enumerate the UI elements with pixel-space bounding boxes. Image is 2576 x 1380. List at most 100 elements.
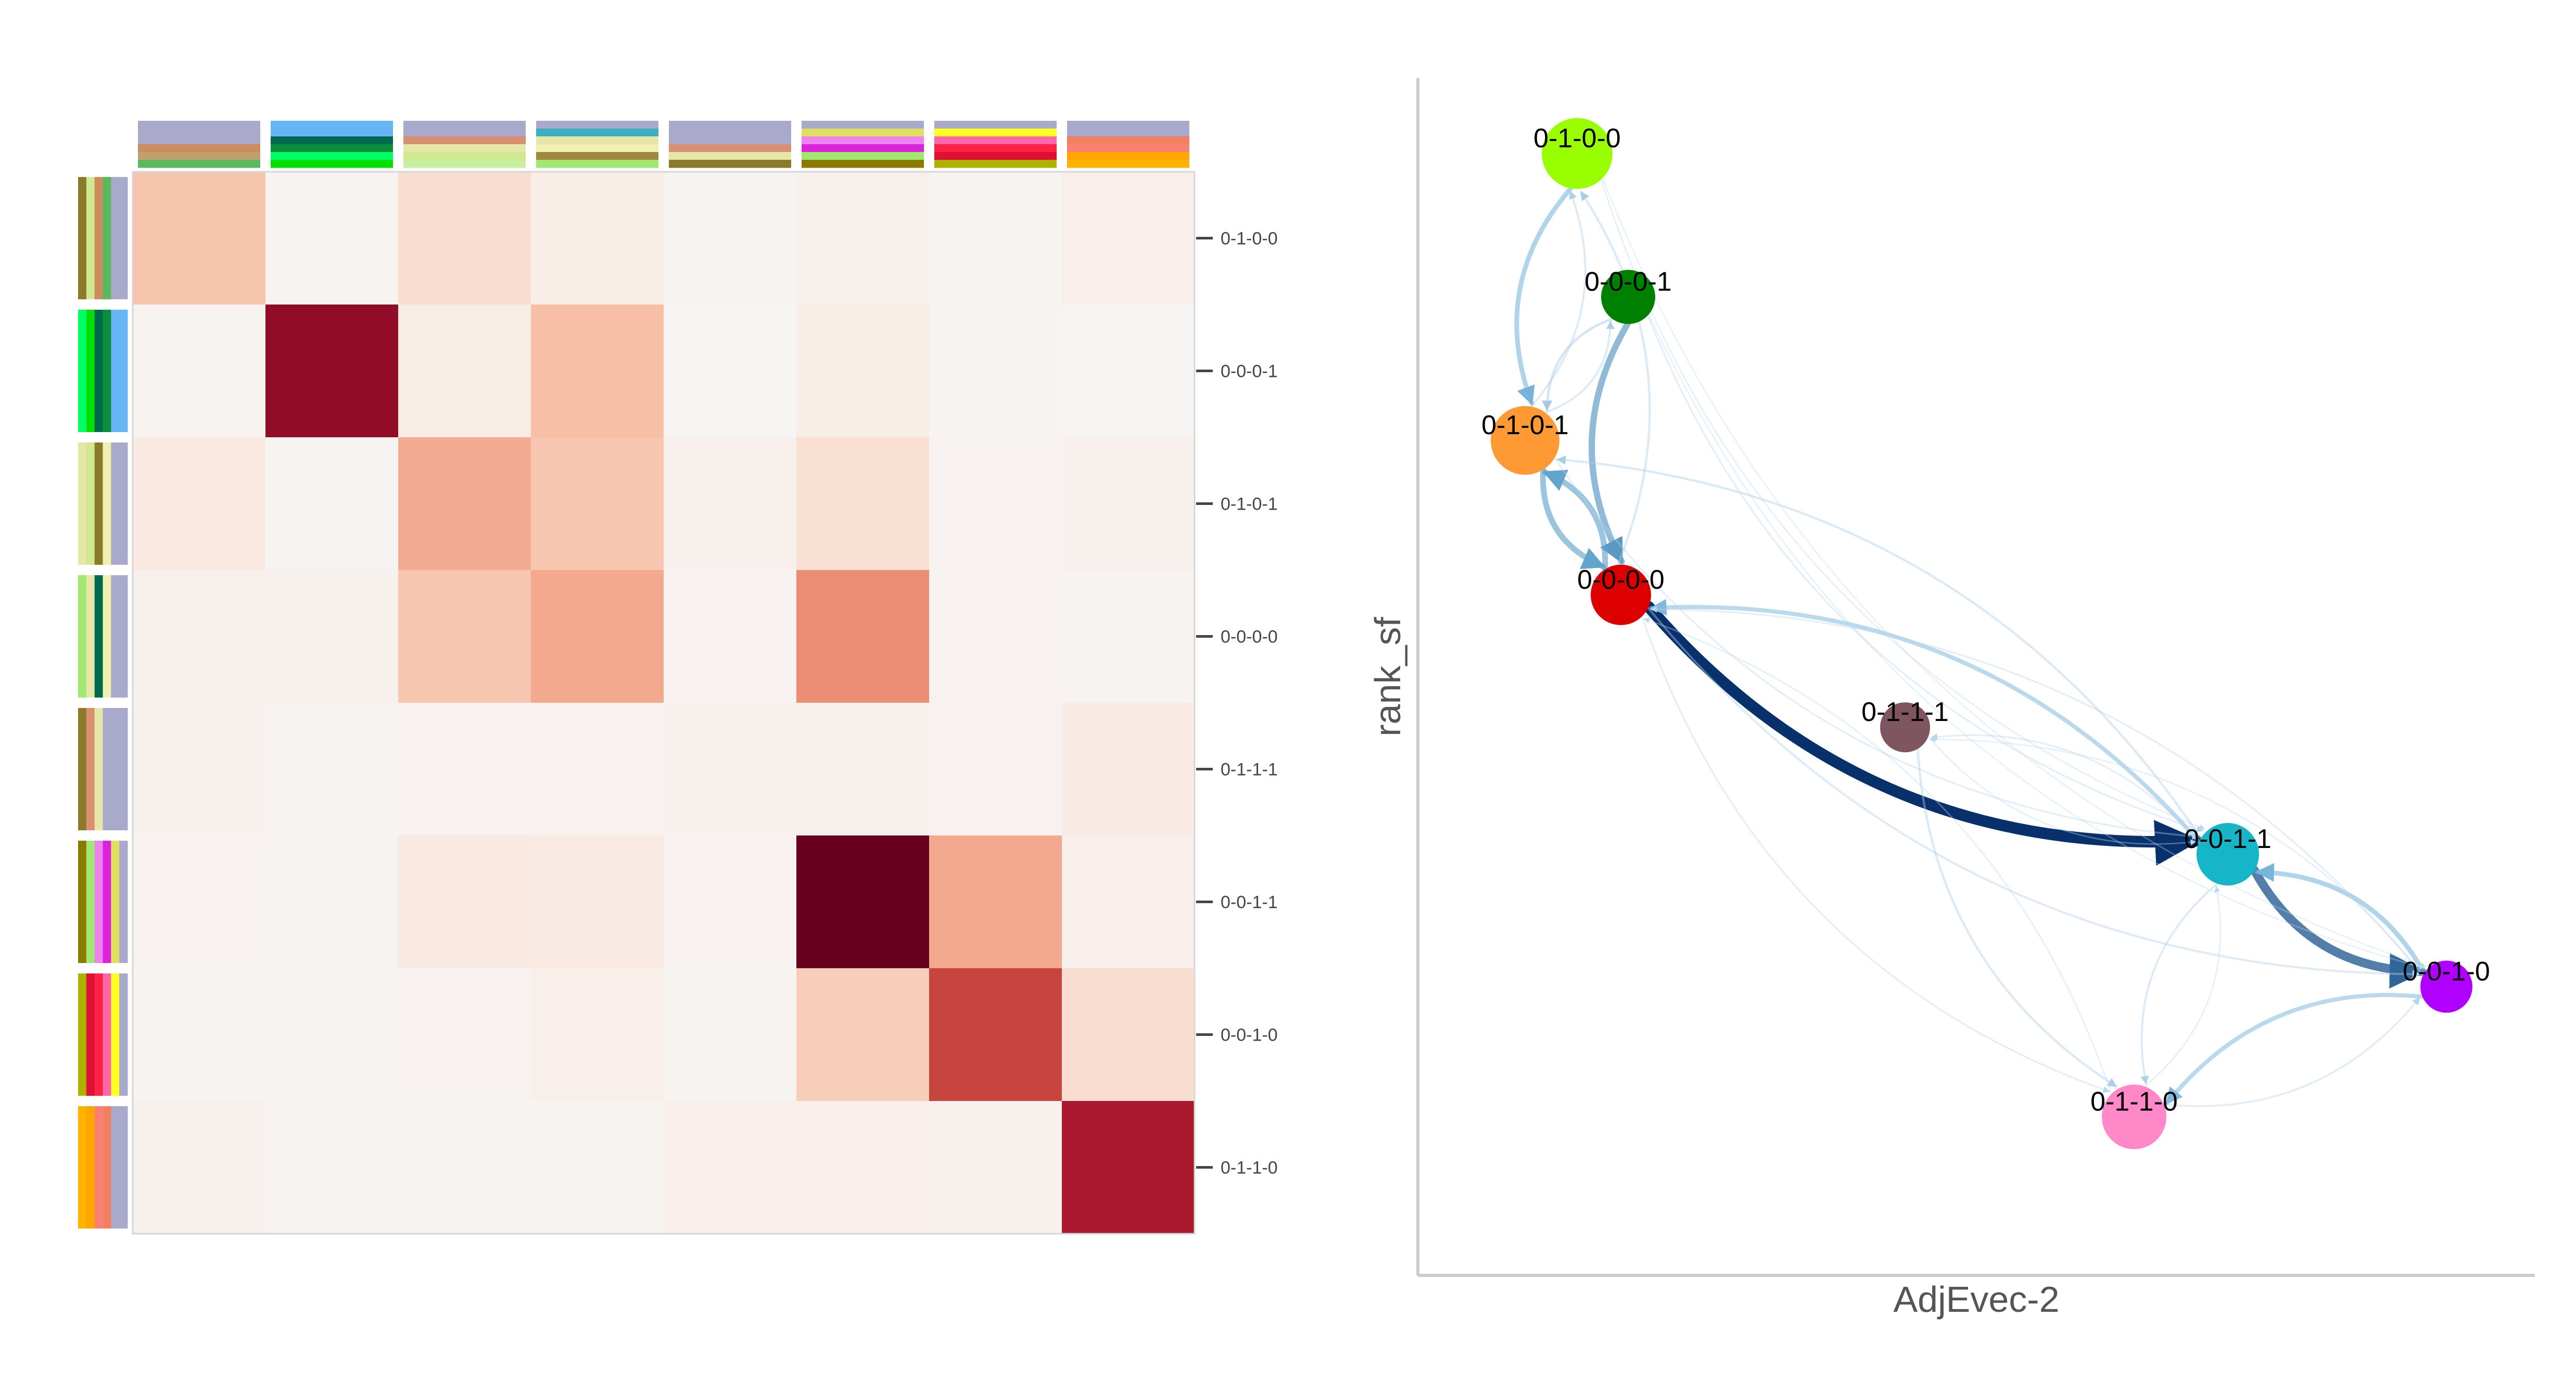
- heatmap-cell: [133, 172, 265, 305]
- network-y-axis-label: rank_sf: [1367, 617, 1408, 737]
- network-node-label: 0-0-0-0: [1577, 565, 1665, 595]
- heatmap-top-annotation-stripe: [138, 160, 260, 168]
- heatmap-row-label: 0-0-1-1: [1221, 893, 1278, 913]
- heatmap-top-annotation-stripe: [536, 121, 658, 129]
- heatmap-top-annotation-stripe: [934, 152, 1057, 160]
- heatmap-left-annotation-stripe: [119, 973, 128, 1096]
- network-edge: [1544, 320, 1615, 414]
- heatmap-left-annotation-stripe: [78, 708, 87, 830]
- heatmap-cell: [1062, 968, 1195, 1101]
- heatmap-cell: [531, 437, 664, 570]
- heatmap-top-annotation-stripe: [271, 152, 393, 160]
- heatmap-cell: [1062, 305, 1195, 437]
- heatmap-cell: [531, 703, 664, 835]
- heatmap-cell: [929, 1101, 1062, 1234]
- heatmap-top-annotation-bars: [138, 121, 1189, 168]
- heatmap-top-annotation-stripe: [934, 121, 1057, 129]
- network-node-label: 0-0-1-0: [2403, 956, 2490, 986]
- heatmap-top-annotation-stripe: [536, 152, 658, 160]
- heatmap-cell: [1062, 1101, 1195, 1234]
- heatmap-cell: [929, 570, 1062, 703]
- heatmap-cell: [796, 305, 929, 437]
- heatmap-frame: [132, 171, 1196, 1235]
- heatmap-cell: [531, 835, 664, 968]
- heatmap-cell: [398, 703, 531, 835]
- heatmap-cell: [1062, 835, 1195, 968]
- heatmap-cell: [398, 305, 531, 437]
- network-edge: [1542, 318, 1614, 412]
- heatmap-top-annotation-stripe: [403, 144, 526, 153]
- network-node: [1601, 270, 1655, 324]
- heatmap-left-annotation-stripe: [78, 177, 87, 299]
- heatmap-left-annotation-stripe: [111, 841, 120, 963]
- heatmap-top-annotation-stripe: [669, 129, 791, 137]
- heatmap-top-annotation-stripe: [138, 121, 260, 129]
- heatmap-left-annotation-stripe: [111, 442, 120, 565]
- heatmap-top-annotation-stripe: [536, 136, 658, 145]
- heatmap-top-annotation-stripe: [138, 136, 260, 145]
- heatmap-cell: [664, 703, 796, 835]
- network-edge: [2164, 993, 2425, 1106]
- heatmap-left-annotation-stripe: [94, 973, 103, 1096]
- heatmap-top-annotation-stripe: [669, 152, 791, 160]
- heatmap-row-label: 0-0-1-0: [1221, 1025, 1278, 1045]
- network-node-label: 0-0-0-1: [1584, 267, 1672, 297]
- heatmap-left-annotation-stripe: [111, 177, 120, 299]
- heatmap-cell: [265, 968, 398, 1101]
- network-edge: [1514, 186, 1573, 406]
- heatmap-top-annotation-stripe: [669, 144, 791, 153]
- heatmap-left-annotation-stripe: [119, 708, 128, 830]
- heatmap-left-annotation-stripe: [103, 841, 111, 963]
- heatmap-row-ticks: 0-1-0-0 0-0-0-1 0-1-0-1 0-0-0-0 0-1-1-1 0-0-1…: [1196, 229, 1278, 1178]
- heatmap-left-annotation-stripe: [78, 310, 87, 432]
- heatmap-left-annotation-stripe: [86, 177, 95, 299]
- heatmap-cell: [265, 437, 398, 570]
- heatmap-left-annotation-stripe: [94, 177, 103, 299]
- heatmap-top-annotation-stripe: [802, 152, 924, 160]
- heatmap-cell: [664, 835, 796, 968]
- heatmap-top-annotation-stripe: [1067, 160, 1189, 168]
- heatmap-cell: [133, 305, 265, 437]
- network-edge: [1930, 733, 2200, 844]
- heatmap-cell: [929, 968, 1062, 1101]
- heatmap-top-annotation-stripe: [934, 160, 1057, 168]
- heatmap-top-annotation-stripe: [403, 121, 526, 129]
- heatmap-cell: [796, 172, 929, 305]
- heatmap-top-annotation-stripe: [934, 129, 1057, 137]
- heatmap-top-annotation-stripe: [1067, 121, 1189, 129]
- heatmap-top-annotation-stripe: [669, 136, 791, 145]
- heatmap-top-annotation-stripe: [271, 129, 393, 137]
- heatmap-row-label: 0-1-1-1: [1221, 760, 1278, 780]
- network-edge: [1917, 748, 2117, 1088]
- network-edge: [1641, 615, 2110, 1093]
- heatmap-cell: [398, 835, 531, 968]
- network-edge: [1554, 457, 2199, 840]
- heatmap-left-annotation-stripe: [111, 1106, 120, 1229]
- heatmap-cell: [664, 570, 796, 703]
- heatmap-left-annotation-stripe: [78, 442, 87, 565]
- heatmap-top-annotation-stripe: [403, 136, 526, 145]
- heatmap-left-annotation-stripe: [119, 575, 128, 698]
- heatmap-cell: [265, 835, 398, 968]
- heatmap-cell: [1062, 570, 1195, 703]
- network-edge: [1580, 191, 1651, 566]
- network-edge: [1556, 455, 2202, 840]
- heatmap-cell: [398, 437, 531, 570]
- heatmap-cell: [531, 968, 664, 1101]
- heatmap-left-annotation-stripe: [86, 841, 95, 963]
- network-edge: [1600, 179, 2205, 830]
- network-edge: [1589, 321, 1631, 565]
- heatmap-top-annotation-stripe: [138, 152, 260, 160]
- heatmap-cell: [796, 570, 929, 703]
- heatmap-top-annotation-stripe: [1067, 129, 1189, 137]
- heatmap-left-annotation-stripe: [94, 442, 103, 565]
- heatmap-top-annotation-stripe: [934, 136, 1057, 145]
- heatmap-cell: [1062, 437, 1195, 570]
- heatmap-cell: [133, 1101, 265, 1234]
- network-node: [1491, 406, 1559, 475]
- heatmap-left-annotation-stripe: [78, 841, 87, 963]
- network-edge: [1647, 606, 2421, 979]
- heatmap-cell: [265, 703, 398, 835]
- heatmap-cell: [531, 1101, 664, 1234]
